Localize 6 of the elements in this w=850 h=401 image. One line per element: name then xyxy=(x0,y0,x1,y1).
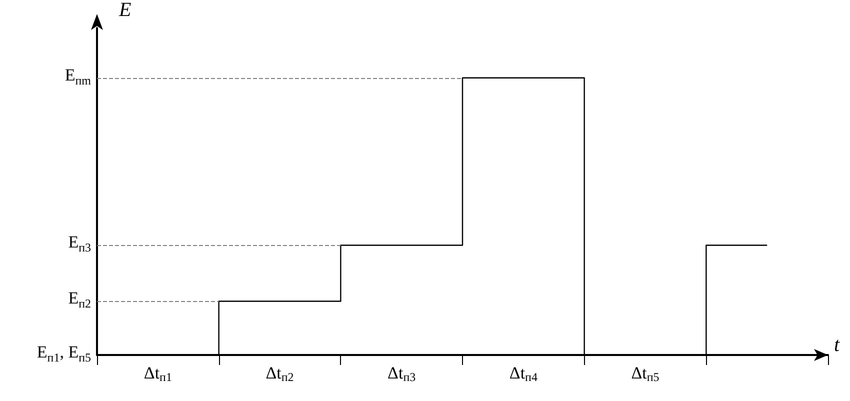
ref-line-label: E$_{пm}$ xyxy=(64,65,91,90)
x-axis-title: t xyxy=(834,334,840,356)
ref-line-label: E$_{п2}$ xyxy=(68,288,91,313)
ref-line-label: E$_{п3}$ xyxy=(68,232,91,257)
text: E$_{п1}$, E$_{п5}$ xyxy=(36,342,91,367)
y-axis-title: E xyxy=(118,0,132,21)
